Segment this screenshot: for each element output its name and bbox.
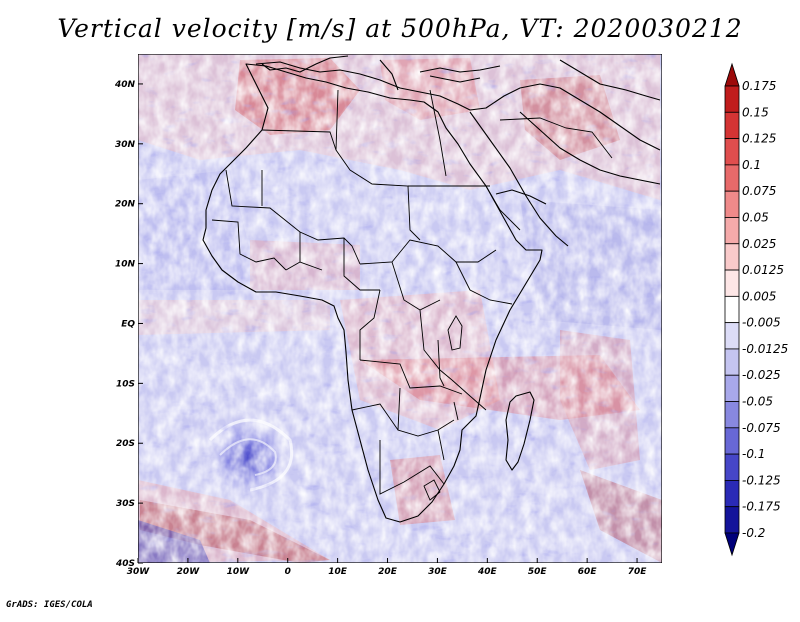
colorbar-label: 0.005 (742, 289, 776, 303)
plot-area (138, 54, 662, 563)
colorbar-swatch (724, 243, 740, 271)
colorbar-swatch (724, 427, 740, 455)
lat-label: 20S (116, 439, 135, 449)
lat-label: 40N (114, 80, 136, 90)
colorbar-label: -0.1 (742, 447, 765, 461)
colorbar-swatch (724, 453, 740, 481)
lat-label: 20N (115, 200, 136, 210)
latitude-labels: 40N 30N 20N 10N EQ 10S 20S 30S 40S (114, 80, 143, 569)
lat-label: 10N (115, 260, 136, 270)
lon-label: 50E (528, 567, 548, 577)
colorbar (724, 62, 740, 557)
colorbar-swatch (724, 374, 740, 402)
colorbar-label: 0.0125 (742, 263, 784, 277)
longitude-labels: 30W 20W 10W 0 10E 20E 30E 40E 50E 60E 70E (127, 558, 647, 577)
lon-label: 30E (428, 567, 448, 577)
colorbar-label: -0.175 (742, 500, 781, 514)
colorbar-swatch (724, 532, 740, 557)
lat-label: 30N (115, 140, 136, 150)
colorbar-label: -0.2 (742, 526, 765, 540)
colorbar-label: -0.005 (742, 316, 781, 330)
lon-label: 40E (477, 567, 498, 577)
colorbar-swatch (724, 480, 740, 508)
lat-label: 30S (116, 499, 135, 509)
lon-label: 20E (378, 567, 398, 577)
colorbar-label: 0.025 (742, 237, 776, 251)
colorbar-swatch (724, 164, 740, 192)
lat-label: 10S (116, 379, 135, 389)
colorbar-label: 0.125 (742, 132, 776, 146)
lon-label: 60E (578, 567, 598, 577)
colorbar-swatch (724, 62, 740, 87)
colorbar-swatch (724, 217, 740, 245)
colorbar-label: -0.025 (742, 368, 781, 382)
colorbar-swatch (724, 401, 740, 429)
colorbar-swatch (724, 138, 740, 166)
colorbar-swatch (724, 111, 740, 139)
lat-label: EQ (121, 319, 135, 329)
colorbar-label: -0.05 (742, 395, 773, 409)
colorbar-swatch (724, 269, 740, 297)
lon-label: 30W (127, 567, 151, 577)
lon-label: 10E (328, 567, 348, 577)
lon-label: 0 (285, 567, 291, 577)
lon-label: 20W (177, 567, 201, 577)
colorbar-label: 0.075 (742, 184, 776, 198)
grads-credit: GrADS: IGES/COLA (6, 600, 93, 610)
colorbar-swatch (724, 322, 740, 350)
colorbar-label: 0.175 (742, 79, 776, 93)
colorbar-label: -0.0125 (742, 342, 788, 356)
colorbar-swatch (724, 85, 740, 113)
lat-label: 40S (115, 559, 135, 569)
colorbar-swatch (724, 348, 740, 376)
lon-label: 70E (628, 567, 648, 577)
colorbar-label: 0.15 (742, 105, 769, 119)
colorbar-swatch (724, 506, 740, 534)
colorbar-label: 0.05 (742, 210, 769, 224)
colorbar-label: 0.1 (742, 158, 761, 172)
lon-label: 10W (227, 567, 251, 577)
colorbar-swatch (724, 190, 740, 218)
colorbar-swatch (724, 295, 740, 324)
colorbar-label: -0.125 (742, 473, 781, 487)
country-borders (211, 89, 613, 501)
colorbar-labels: 0.175 0.15 0.125 0.1 0.075 0.05 0.025 0.0125 0.0… (742, 79, 788, 540)
map-title: Vertical velocity [m/s] at 500hPa, VT: 2… (57, 14, 743, 43)
coastlines (202, 55, 661, 523)
colorbar-label: -0.075 (742, 421, 781, 435)
